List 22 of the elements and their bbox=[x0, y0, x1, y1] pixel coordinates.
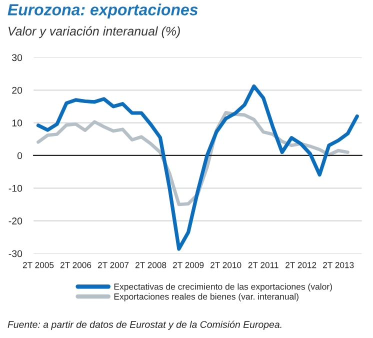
y-tick-label: 0 bbox=[17, 152, 22, 160]
chart-title: Eurozona: exportaciones bbox=[8, 4, 198, 19]
source-note: Fuente: a partir de datos de Eurostat y de la Comisión Europea. bbox=[8, 320, 282, 330]
y-tick-label: -30 bbox=[8, 250, 22, 258]
x-tick-label: 2T 2013 bbox=[323, 262, 354, 268]
chart-subtitle: Valor y variación interanual (%) bbox=[8, 26, 180, 38]
y-tick-label: 30 bbox=[12, 54, 22, 62]
x-tick-label: 2T 2007 bbox=[98, 262, 129, 268]
x-tick-label: 2T 2009 bbox=[173, 262, 204, 268]
x-tick-label: 2T 2012 bbox=[286, 262, 316, 268]
legend-label: Exportaciones reales de bienes (var. interanual) bbox=[114, 293, 298, 302]
legend-label: Expectativas de crecimiento de las exportaciones (valor) bbox=[114, 283, 332, 292]
x-tick-label: 2T 2010 bbox=[210, 262, 242, 268]
y-tick-label: -20 bbox=[8, 218, 22, 224]
x-tick-label: 2T 2011 bbox=[248, 262, 278, 268]
x-tick-label: 2T 2008 bbox=[136, 262, 166, 268]
y-tick-label: 10 bbox=[12, 120, 22, 126]
x-tick-label: 2T 2005 bbox=[22, 262, 54, 268]
x-tick-label: 2T 2006 bbox=[60, 262, 92, 268]
y-tick-label: 20 bbox=[12, 86, 22, 94]
line-series bbox=[36, 84, 359, 251]
y-tick-label: -10 bbox=[8, 184, 22, 192]
